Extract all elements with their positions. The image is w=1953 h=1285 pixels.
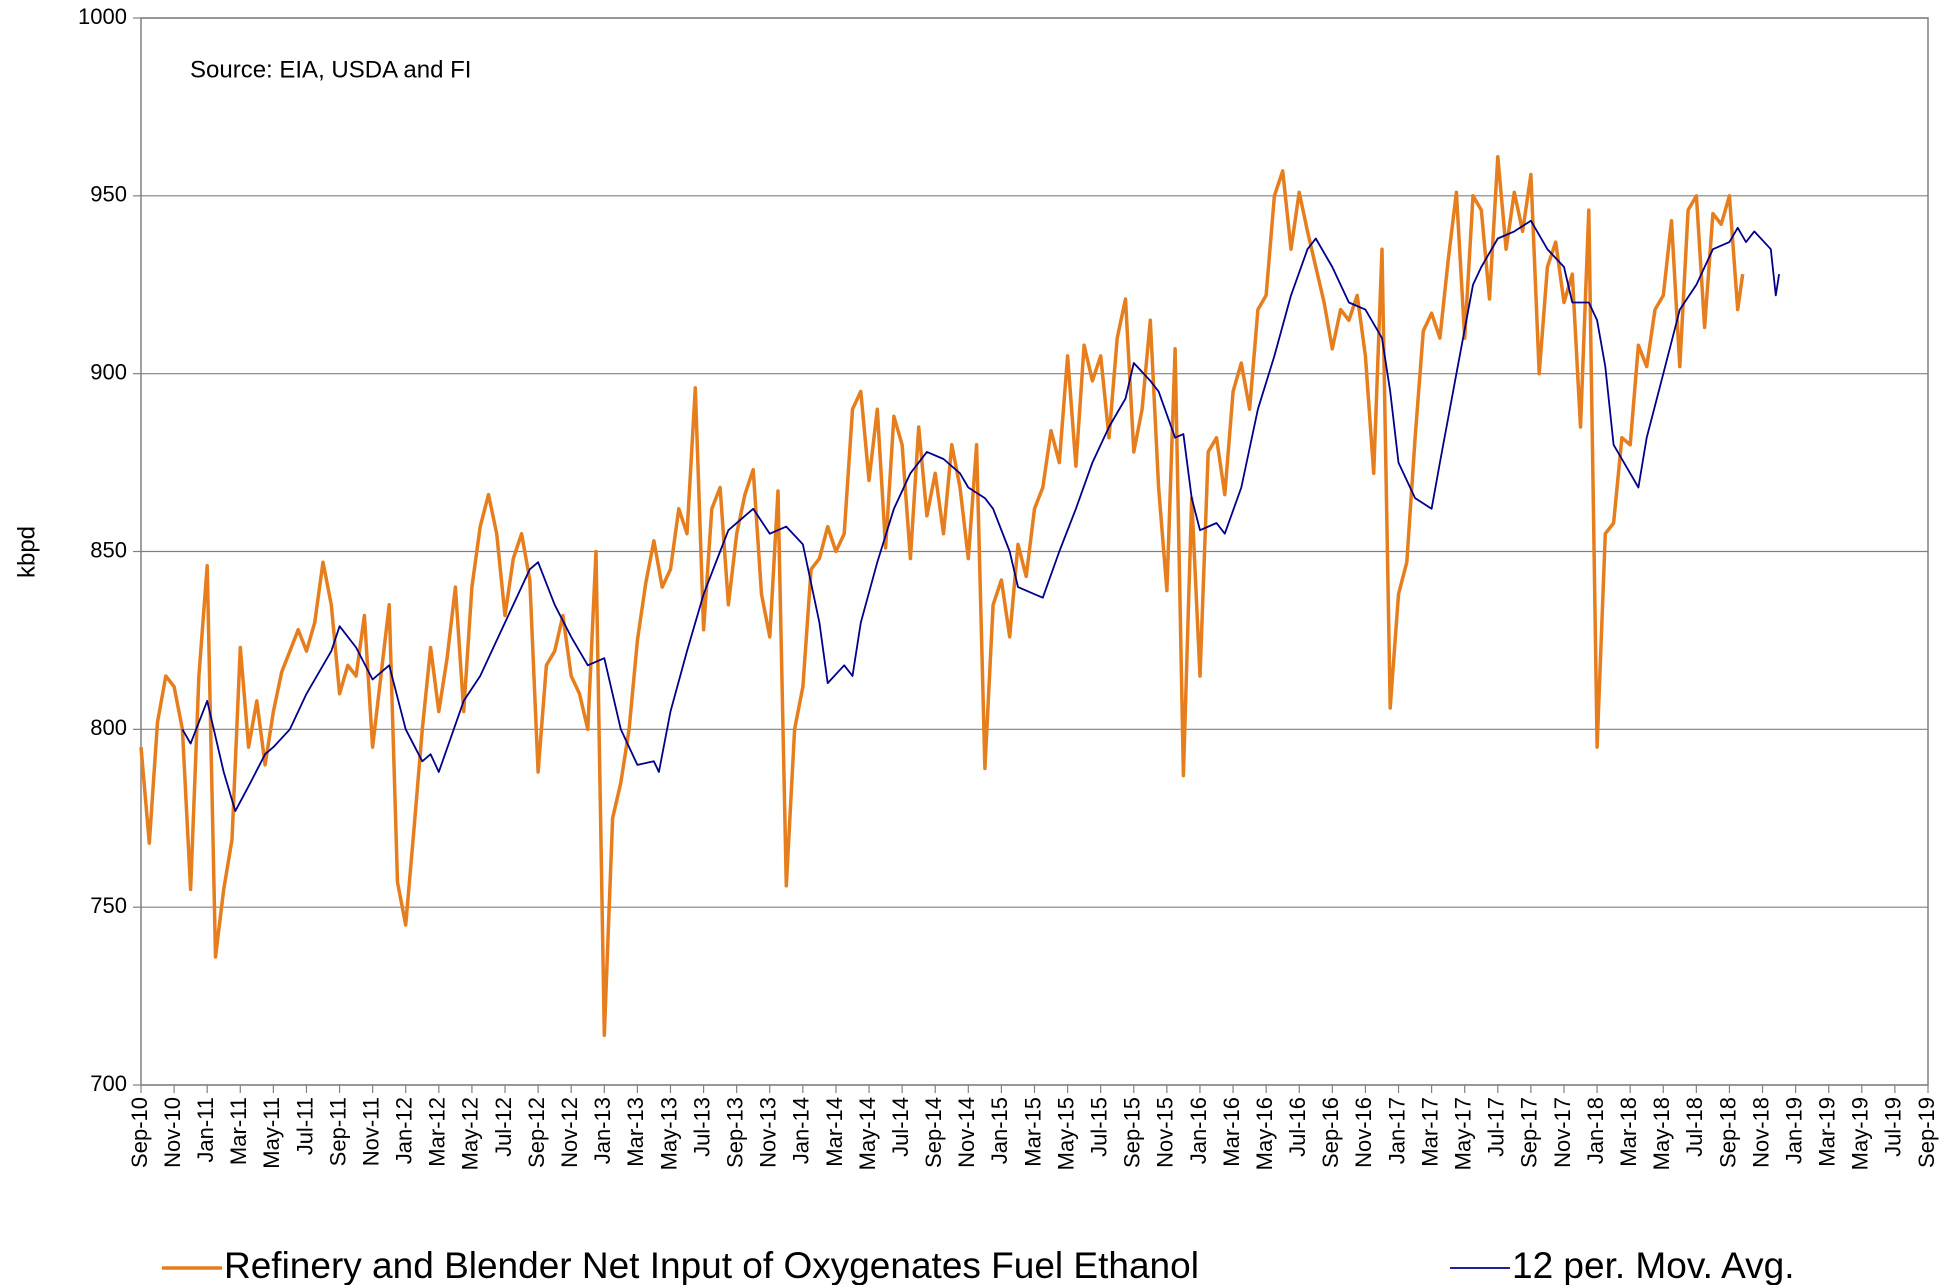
x-tick-label: Mar-19 <box>1815 1097 1840 1167</box>
x-tick-label: May-17 <box>1451 1097 1476 1170</box>
x-tick-label: Jan-12 <box>392 1097 417 1164</box>
x-tick-label: Jul-13 <box>689 1097 714 1157</box>
y-tick-label: 750 <box>90 893 127 918</box>
x-tick-label: Jul-15 <box>1086 1097 1111 1157</box>
y-tick-label: 900 <box>90 359 127 384</box>
legend-label: Refinery and Blender Net Input of Oxygen… <box>224 1245 1199 1285</box>
x-tick-label: Jul-18 <box>1682 1097 1707 1157</box>
legend-label: 12 per. Mov. Avg. <box>1512 1245 1794 1285</box>
x-tick-label: Sep-15 <box>1120 1097 1145 1168</box>
x-tick-label: Mar-11 <box>226 1097 251 1165</box>
x-tick-label: Mar-16 <box>1219 1097 1244 1167</box>
series-line <box>181 219 1780 812</box>
y-tick-label: 1000 <box>78 4 127 29</box>
x-tick-label: Sep-19 <box>1914 1097 1939 1168</box>
x-tick-label: Nov-15 <box>1153 1097 1178 1168</box>
x-tick-label: Sep-16 <box>1318 1097 1343 1168</box>
x-tick-label: Mar-15 <box>1020 1097 1045 1167</box>
x-tick-label: Nov-12 <box>557 1097 582 1168</box>
x-tick-label: Sep-13 <box>722 1097 747 1168</box>
x-tick-label: Sep-12 <box>524 1097 549 1168</box>
x-tick-label: Nov-17 <box>1550 1097 1575 1168</box>
x-tick-label: Mar-14 <box>822 1097 847 1167</box>
x-tick-label: May-19 <box>1848 1097 1873 1170</box>
y-tick-label: 800 <box>90 715 127 740</box>
x-tick-label: Jan-14 <box>789 1097 814 1164</box>
x-tick-label: Jan-16 <box>1186 1097 1211 1164</box>
x-tick-label: May-15 <box>1053 1097 1078 1170</box>
x-tick-label: Mar-12 <box>425 1097 450 1167</box>
x-tick-label: Nov-11 <box>358 1097 383 1166</box>
x-tick-label: Sep-18 <box>1715 1097 1740 1168</box>
x-tick-label: Jan-18 <box>1583 1097 1608 1164</box>
series-line <box>139 154 1745 1037</box>
y-tick-label: 850 <box>90 537 127 562</box>
x-tick-label: Nov-16 <box>1351 1097 1376 1168</box>
x-tick-label: Jul-12 <box>491 1097 516 1157</box>
x-tick-label: Jul-14 <box>888 1097 913 1157</box>
annotation: Source: EIA, USDA and FI <box>190 56 471 83</box>
x-tick-label: Sep-10 <box>127 1097 152 1168</box>
x-tick-label: Jan-15 <box>987 1097 1012 1164</box>
x-tick-label: Jul-11 <box>292 1097 317 1155</box>
x-tick-label: May-18 <box>1649 1097 1674 1170</box>
y-tick-label: 700 <box>90 1071 127 1096</box>
x-tick-label: Nov-14 <box>954 1097 979 1168</box>
x-tick-label: May-13 <box>656 1097 681 1170</box>
x-tick-label: Jan-13 <box>590 1097 615 1164</box>
x-tick-label: May-11 <box>259 1097 284 1169</box>
x-tick-label: May-14 <box>855 1097 880 1170</box>
x-tick-label: Mar-13 <box>623 1097 648 1167</box>
x-tick-label: Jul-17 <box>1484 1097 1509 1157</box>
x-tick-label: Mar-18 <box>1616 1097 1641 1167</box>
x-tick-label: Mar-17 <box>1417 1097 1442 1167</box>
x-tick-label: May-16 <box>1252 1097 1277 1170</box>
x-tick-label: Nov-13 <box>756 1097 781 1168</box>
x-tick-label: Jan-17 <box>1384 1097 1409 1164</box>
x-tick-label: Nov-10 <box>160 1097 185 1168</box>
x-tick-label: Sep-14 <box>921 1097 946 1168</box>
x-tick-label: Jul-19 <box>1881 1097 1906 1157</box>
x-tick-label: Jul-16 <box>1285 1097 1310 1157</box>
x-tick-label: Jan-11 <box>193 1097 218 1163</box>
y-tick-label: 950 <box>90 182 127 207</box>
x-tick-label: Sep-11 <box>325 1097 350 1166</box>
x-tick-label: May-12 <box>458 1097 483 1170</box>
x-tick-label: Nov-18 <box>1748 1097 1773 1168</box>
y-axis-label: kbpd <box>13 526 40 578</box>
x-tick-label: Jan-19 <box>1781 1097 1806 1164</box>
x-tick-label: Sep-17 <box>1517 1097 1542 1168</box>
